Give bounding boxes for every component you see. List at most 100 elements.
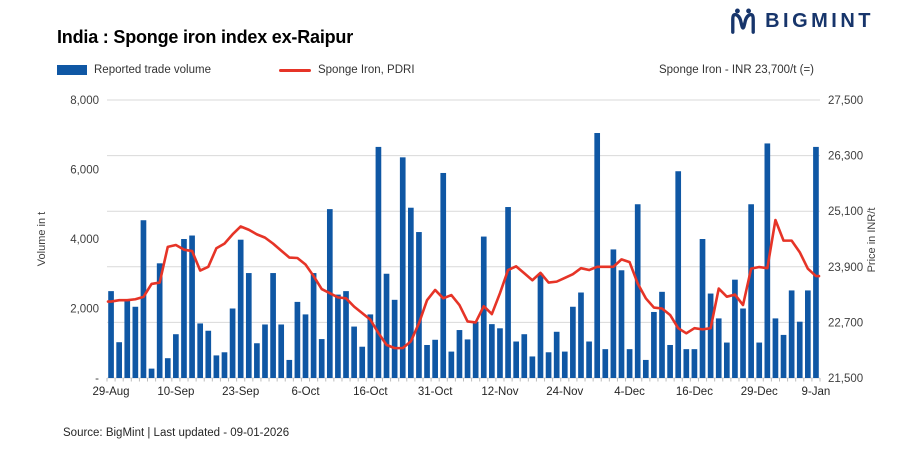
volume-bar xyxy=(254,343,260,378)
volume-bar xyxy=(667,344,673,378)
x-axis-label: 4-Dec xyxy=(614,386,645,398)
volume-bar xyxy=(140,220,147,378)
volume-bar xyxy=(521,334,528,378)
volume-bar xyxy=(626,349,633,378)
x-axis-label: 16-Oct xyxy=(353,386,388,398)
volume-bar xyxy=(813,146,819,378)
legend-volume-label: Reported trade volume xyxy=(94,64,211,76)
volume-bar xyxy=(132,306,139,378)
page-title: India : Sponge iron index ex-Raipur xyxy=(57,27,354,47)
volume-bar xyxy=(229,308,236,378)
volume-bar xyxy=(270,273,276,378)
x-axis-label: 31-Oct xyxy=(418,386,453,398)
price-line-swatch-icon xyxy=(278,68,311,72)
volume-swatch-icon xyxy=(57,65,87,75)
volume-bar xyxy=(529,356,536,378)
volume-bar xyxy=(780,334,787,378)
volume-bar xyxy=(318,339,325,378)
legend-item-volume: Reported trade volume xyxy=(57,64,211,76)
volume-bar xyxy=(723,342,730,378)
volume-bar xyxy=(570,306,576,378)
volume-bar xyxy=(416,232,422,378)
volume-bar xyxy=(245,273,252,378)
volume-bar xyxy=(788,290,795,378)
volume-bar xyxy=(164,358,171,378)
volume-bar xyxy=(237,239,244,378)
volume-bar xyxy=(472,321,479,378)
volume-bar xyxy=(407,207,414,378)
legend-item-price: Sponge Iron, PDRI xyxy=(278,64,415,76)
volume-bar xyxy=(302,314,309,378)
volume-bar xyxy=(586,341,592,378)
volume-bar xyxy=(262,324,268,378)
volume-bar xyxy=(432,339,438,378)
volume-bar xyxy=(278,324,285,378)
x-axis-label: 9-Jan xyxy=(802,386,831,398)
price-line xyxy=(106,218,821,350)
legend-price-label: Sponge Iron, PDRI xyxy=(317,64,415,76)
volume-bar xyxy=(351,326,357,378)
source-caption: Source: BigMint | Last updated - 09-01-2… xyxy=(63,427,290,439)
volume-bar xyxy=(173,334,179,378)
volume-bar xyxy=(456,330,463,378)
volume-bar xyxy=(675,171,682,378)
volume-bar xyxy=(399,157,406,378)
volume-bar xyxy=(108,291,114,378)
volume-bar xyxy=(748,204,754,378)
volume-bar xyxy=(197,323,204,378)
x-axis-label: 23-Sep xyxy=(222,386,259,398)
volume-bar xyxy=(602,349,609,378)
volume-bar xyxy=(651,311,657,378)
y-left-tick-label: 8,000 xyxy=(70,95,99,107)
volume-bar xyxy=(618,270,625,378)
volume-bar xyxy=(156,263,163,378)
volume-bar xyxy=(148,368,155,378)
x-axis-label: 12-Nov xyxy=(481,386,518,398)
latest-price-annotation: Sponge Iron - INR 23,700/t (=) xyxy=(658,64,814,76)
y-right-tick-label: 22,700 xyxy=(828,317,863,329)
x-axis-label: 29-Dec xyxy=(741,386,778,398)
x-axis-label: 6-Oct xyxy=(291,386,320,398)
y-right-tick-label: 21,500 xyxy=(828,373,863,385)
volume-bar xyxy=(634,204,641,378)
volume-bar xyxy=(683,349,690,378)
volume-bar xyxy=(359,346,366,378)
volume-bar xyxy=(578,292,584,378)
y-right-tick-label: 25,100 xyxy=(828,206,863,218)
volume-bar xyxy=(740,308,746,378)
chart-legend: Reported trade volume Sponge Iron, PDRI xyxy=(57,64,483,76)
volume-bar xyxy=(505,207,511,378)
x-axis-label: 16-Dec xyxy=(676,386,713,398)
volume-bar xyxy=(610,249,617,378)
volume-bar xyxy=(715,318,722,378)
volume-bar xyxy=(294,301,301,378)
volume-bar xyxy=(124,300,131,378)
volume-bar xyxy=(805,290,811,378)
y-right-tick-label: 27,500 xyxy=(828,95,863,107)
bigmint-logo-text: BIGMINT xyxy=(765,9,874,32)
y-left-tick-label: 2,000 xyxy=(70,304,99,316)
volume-bar xyxy=(391,299,398,378)
volume-bar xyxy=(707,293,714,378)
volume-bar xyxy=(553,331,560,378)
volume-bar xyxy=(537,273,544,378)
volume-bar xyxy=(189,235,195,378)
volume-bar xyxy=(213,355,220,378)
volume-bar xyxy=(424,344,430,378)
y-left-tick-label: 4,000 xyxy=(70,234,99,246)
x-axis-label: 10-Sep xyxy=(157,386,194,398)
volume-bar xyxy=(732,279,738,378)
bigmint-logo-icon xyxy=(731,8,755,34)
volume-bar xyxy=(221,352,228,378)
volume-bar xyxy=(561,351,568,378)
volume-bar xyxy=(489,324,495,378)
volume-bar xyxy=(375,146,382,378)
volume-bar xyxy=(691,349,698,378)
volume-bar xyxy=(343,291,349,378)
volume-bar xyxy=(699,239,706,378)
volume-bar xyxy=(383,273,390,378)
bigmint-logo: BIGMINT xyxy=(728,8,874,34)
volume-bar xyxy=(545,352,552,378)
